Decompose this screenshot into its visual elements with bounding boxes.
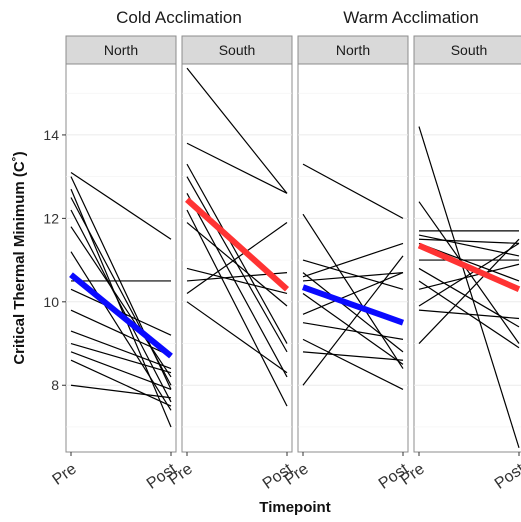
y-tick-label: 14 [43, 127, 59, 143]
individual-line-2-1 [302, 213, 404, 369]
panel-strip-1 [181, 35, 293, 65]
individual-line-1-6 [186, 222, 288, 307]
individual-line-3-3 [418, 234, 520, 257]
individual-line-0-10 [70, 330, 172, 370]
individual-line-0-0 [70, 171, 172, 240]
group-title-1: Warm Acclimation [343, 8, 478, 27]
mean-line-0 [69, 272, 173, 359]
individual-line-2-5 [302, 272, 404, 282]
individual-line-0-9 [70, 309, 172, 357]
individual-line-3-9 [418, 263, 520, 290]
individual-line-1-2 [186, 163, 288, 344]
individual-line-0-6 [70, 251, 172, 411]
panel-strip-2 [297, 35, 409, 65]
panel-strip-3 [413, 35, 521, 65]
individual-line-1-1 [186, 142, 288, 194]
individual-line-3-12 [418, 238, 520, 344]
individual-line-0-14 [70, 384, 172, 399]
individual-line-3-0 [418, 126, 520, 449]
individual-line-1-9 [186, 222, 288, 294]
panel-strip-label-0: North [104, 42, 138, 58]
individual-line-1-5 [186, 209, 288, 407]
individual-line-0-13 [70, 359, 172, 407]
y-tick-label: 8 [51, 377, 59, 393]
panel-background-0 [65, 63, 177, 453]
individual-line-2-8 [302, 322, 404, 340]
x-tick-label-pre: Pre [50, 460, 80, 488]
individual-line-2-2 [302, 259, 404, 290]
mean-line-1 [184, 197, 290, 292]
individual-line-3-4 [418, 238, 520, 244]
individual-line-2-0 [302, 163, 404, 219]
individual-line-2-4 [302, 242, 404, 278]
individual-line-2-7 [302, 272, 404, 315]
y-axis-title: Critical Thermal Minimum (C˚) [11, 151, 28, 364]
mean-line-2 [301, 284, 405, 326]
individual-line-2-11 [302, 255, 404, 386]
individual-line-2-10 [302, 351, 404, 361]
panel-background-2 [297, 63, 409, 453]
group-title-0: Cold Acclimation [116, 8, 242, 27]
y-tick-label: 12 [43, 210, 59, 226]
individual-line-3-11 [418, 309, 520, 320]
panel-strip-label-1: South [219, 42, 256, 58]
x-axis-title: Timepoint [259, 499, 330, 516]
individual-line-2-9 [302, 338, 404, 390]
individual-line-2-6 [302, 292, 404, 365]
individual-line-1-4 [186, 193, 288, 378]
panel-strip-label-3: South [451, 42, 488, 58]
individual-line-0-3 [70, 197, 172, 386]
individual-line-1-0 [186, 67, 288, 194]
panel-strip-label-2: North [336, 42, 370, 58]
individual-line-2-3 [302, 272, 404, 353]
individual-line-0-4 [70, 209, 172, 403]
individual-line-0-12 [70, 351, 172, 390]
x-tick-label-post: Post [492, 460, 521, 493]
individual-line-1-7 [186, 267, 288, 295]
individual-line-0-5 [70, 226, 172, 378]
mean-line-3 [417, 242, 521, 293]
panel-background-3 [413, 63, 521, 453]
y-tick-label: 10 [43, 294, 59, 310]
individual-line-0-11 [70, 342, 172, 374]
individual-line-1-10 [186, 301, 288, 374]
individual-line-3-1 [418, 201, 520, 344]
individual-line-3-10 [418, 242, 520, 307]
panel-strip-0 [65, 35, 177, 65]
